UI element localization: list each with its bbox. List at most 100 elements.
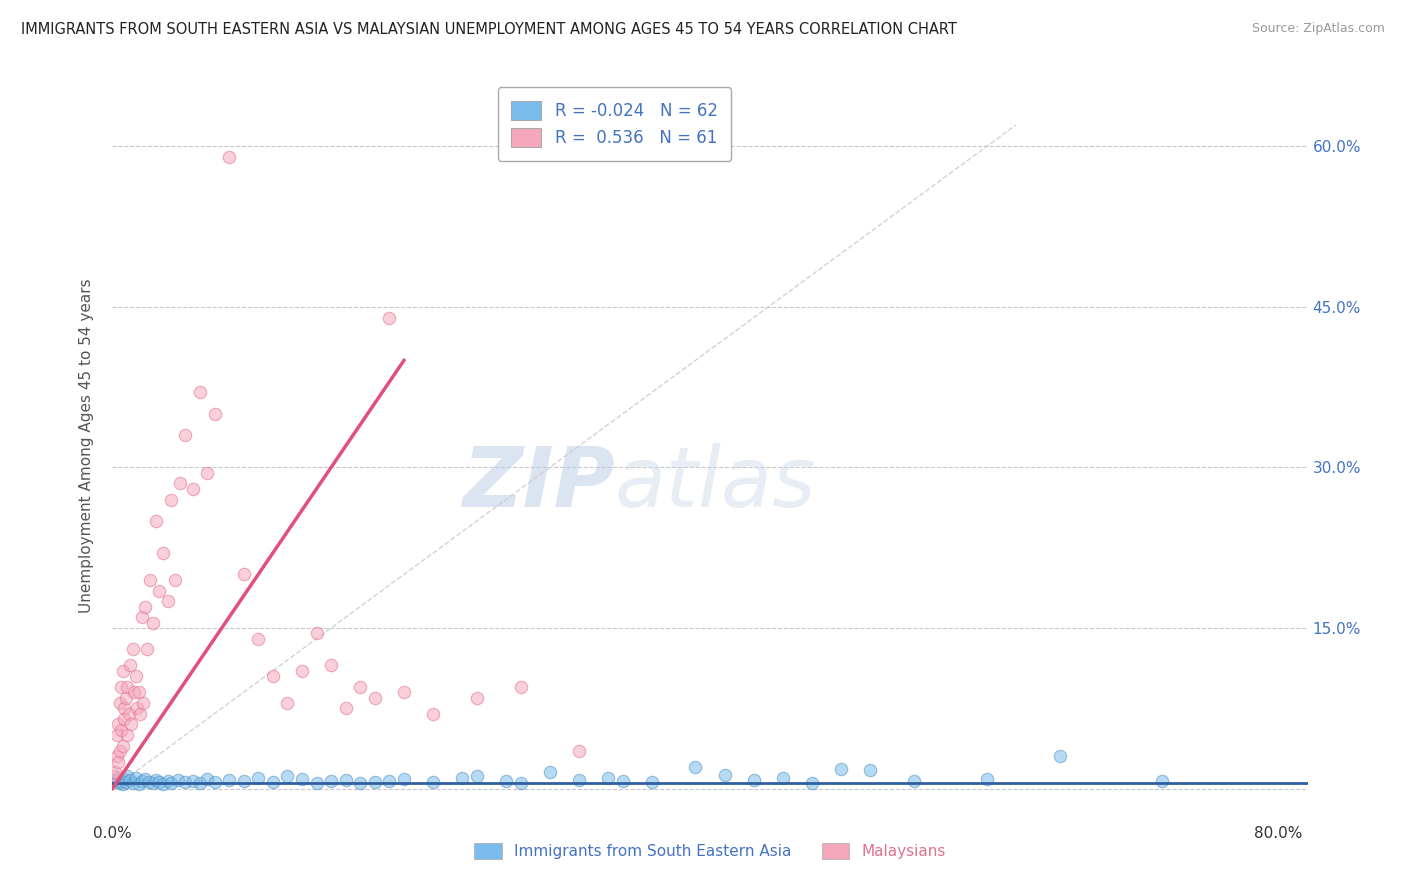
Point — [181, 774, 204, 789]
Point — [114, 775, 136, 789]
Point — [105, 749, 128, 764]
Point — [110, 723, 132, 737]
Point — [156, 774, 179, 789]
Point — [110, 774, 132, 789]
Point — [112, 701, 135, 715]
Point — [132, 696, 155, 710]
Point — [115, 769, 138, 783]
Point — [125, 669, 148, 683]
Point — [107, 717, 129, 731]
Point — [142, 776, 165, 790]
Point — [169, 476, 191, 491]
Point — [104, 765, 127, 780]
Point — [159, 776, 181, 790]
Point — [204, 775, 226, 789]
Point — [378, 774, 401, 789]
Point — [174, 775, 197, 789]
Point — [165, 573, 187, 587]
Point — [568, 772, 591, 787]
Point — [152, 777, 174, 791]
Point — [134, 772, 156, 786]
Point — [509, 776, 531, 790]
Point — [115, 728, 138, 742]
Point — [612, 774, 634, 789]
Point — [110, 680, 132, 694]
Point — [262, 775, 284, 789]
Point — [364, 690, 387, 705]
Point — [128, 685, 150, 699]
Point — [125, 771, 148, 785]
Point — [188, 776, 211, 790]
Point — [1150, 774, 1173, 789]
Point — [112, 772, 135, 786]
Point — [111, 739, 134, 753]
Point — [156, 594, 179, 608]
Legend: Immigrants from South Eastern Asia, Malaysians: Immigrants from South Eastern Asia, Mala… — [468, 838, 952, 865]
Point — [276, 769, 298, 783]
Text: atlas: atlas — [614, 443, 815, 524]
Point — [465, 769, 488, 783]
Point — [104, 772, 127, 787]
Point — [124, 685, 146, 699]
Point — [120, 717, 142, 731]
Point — [232, 774, 254, 789]
Point — [596, 771, 619, 785]
Point — [276, 696, 298, 710]
Point — [145, 772, 167, 787]
Point — [148, 583, 170, 598]
Point — [167, 772, 190, 787]
Point — [538, 765, 561, 780]
Point — [142, 615, 165, 630]
Point — [247, 632, 270, 646]
Point — [772, 771, 794, 785]
Point — [422, 775, 444, 789]
Point — [305, 776, 328, 790]
Point — [111, 664, 134, 678]
Point — [641, 775, 664, 789]
Point — [335, 701, 357, 715]
Point — [105, 775, 128, 789]
Point — [108, 776, 131, 790]
Point — [568, 744, 591, 758]
Point — [859, 764, 882, 778]
Point — [112, 712, 135, 726]
Point — [145, 514, 167, 528]
Point — [118, 658, 141, 673]
Point — [131, 774, 153, 789]
Point — [903, 774, 925, 789]
Point — [115, 680, 138, 694]
Point — [148, 775, 170, 789]
Point — [129, 706, 152, 721]
Point — [218, 772, 240, 787]
Point — [262, 669, 284, 683]
Point — [118, 772, 141, 787]
Text: Source: ZipAtlas.com: Source: ZipAtlas.com — [1251, 22, 1385, 36]
Point — [291, 772, 314, 786]
Point — [188, 385, 211, 400]
Point — [742, 772, 765, 787]
Point — [335, 772, 357, 787]
Point — [108, 696, 131, 710]
Point — [495, 774, 517, 789]
Point — [218, 150, 240, 164]
Point — [247, 771, 270, 785]
Point — [111, 777, 134, 791]
Point — [305, 626, 328, 640]
Text: IMMIGRANTS FROM SOUTH EASTERN ASIA VS MALAYSIAN UNEMPLOYMENT AMONG AGES 45 TO 54: IMMIGRANTS FROM SOUTH EASTERN ASIA VS MA… — [21, 22, 957, 37]
Point — [122, 776, 145, 790]
Point — [195, 466, 218, 480]
Point — [117, 706, 139, 721]
Point — [291, 664, 314, 678]
Point — [801, 776, 824, 790]
Point — [152, 546, 174, 560]
Point — [392, 685, 415, 699]
Point — [364, 775, 387, 789]
Point — [204, 407, 226, 421]
Point — [378, 310, 401, 325]
Y-axis label: Unemployment Among Ages 45 to 54 years: Unemployment Among Ages 45 to 54 years — [79, 278, 94, 614]
Point — [422, 706, 444, 721]
Point — [392, 772, 415, 786]
Text: ZIP: ZIP — [461, 443, 614, 524]
Point — [349, 776, 371, 790]
Point — [195, 772, 218, 786]
